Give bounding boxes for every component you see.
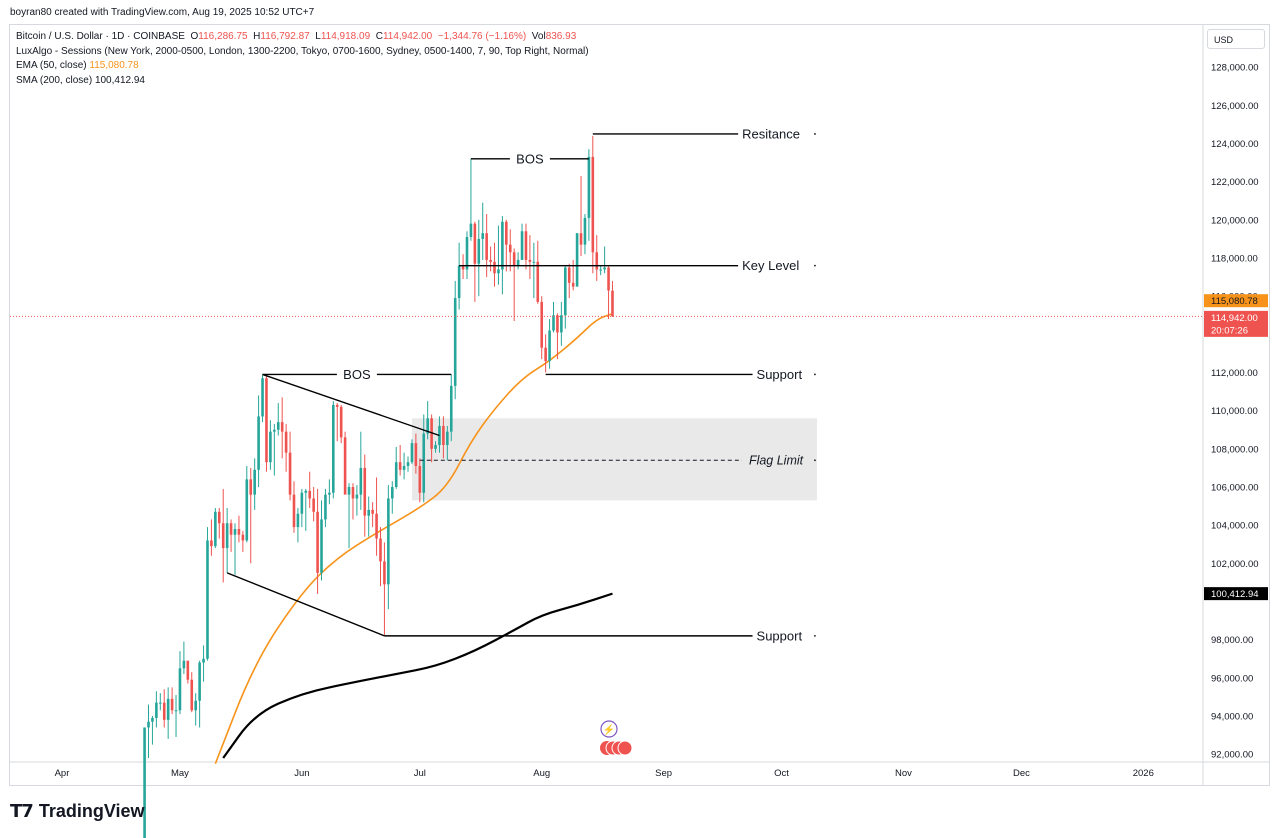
- legend-l-value: 114,918.09: [320, 31, 371, 42]
- legend-o-label: O: [190, 31, 199, 42]
- legend-ema-row[interactable]: EMA (50, close) 115,080.78: [16, 59, 589, 74]
- legend: Bitcoin / U.S. Dollar · 1D · COINBASE O1…: [16, 30, 589, 88]
- legend-h-value: 116,792.87: [260, 31, 310, 42]
- legend-c-value: 114,942.00: [382, 31, 433, 42]
- legend-sma-label: SMA (200, close): [16, 74, 93, 86]
- legend-vol-value: 836.93: [545, 31, 577, 42]
- legend-vol-label: Vol: [531, 31, 546, 42]
- legend-o-value: 116,286.75: [198, 31, 248, 42]
- chart-frame: [9, 24, 1270, 786]
- tradingview-logo-icon: 𝗧𝟳: [10, 801, 34, 821]
- chart-header: boyran80 created with TradingView.com, A…: [10, 7, 315, 18]
- legend-sma-value: 100,412.94: [94, 74, 145, 86]
- footer-logo[interactable]: 𝗧𝟳 TradingView: [10, 801, 145, 822]
- legend-ema-label: EMA (50, close): [16, 60, 87, 71]
- legend-symbol-row: Bitcoin / U.S. Dollar · 1D · COINBASE O1…: [16, 30, 589, 45]
- legend-change: −1,344.76 (−1.16%): [437, 31, 527, 42]
- legend-h-label: H: [253, 31, 261, 42]
- legend-c-label: C: [375, 31, 383, 42]
- legend-ema-value: 115,080.78: [89, 60, 139, 71]
- currency-button[interactable]: USD: [1207, 29, 1265, 49]
- legend-luxalgo[interactable]: LuxAlgo - Sessions (New York, 2000-0500,…: [16, 45, 589, 57]
- legend-sma-row[interactable]: SMA (200, close) 100,412.94: [16, 74, 589, 89]
- footer-brand: TradingView: [38, 801, 145, 821]
- legend-l-label: L: [315, 31, 321, 42]
- legend-symbol[interactable]: Bitcoin / U.S. Dollar · 1D · COINBASE: [16, 31, 185, 42]
